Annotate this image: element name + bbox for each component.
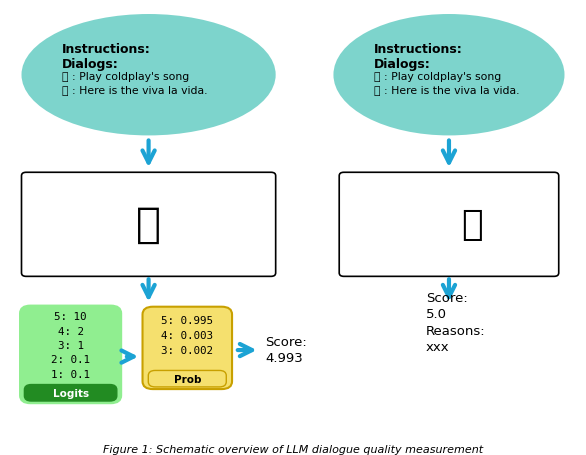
Text: Score:: Score: [426, 291, 468, 304]
Text: 🤣: 🤣 [136, 204, 161, 246]
Text: Logits: Logits [53, 388, 88, 398]
Text: xxx: xxx [426, 340, 449, 354]
Ellipse shape [22, 15, 275, 136]
Text: 🍥 : Here is the viva la vida.: 🍥 : Here is the viva la vida. [62, 85, 207, 95]
FancyBboxPatch shape [148, 371, 226, 387]
Text: Instructions:: Instructions: [374, 43, 462, 56]
Text: 3: 0.002: 3: 0.002 [161, 345, 213, 355]
Ellipse shape [333, 15, 564, 136]
Text: Score:: Score: [265, 335, 307, 348]
FancyBboxPatch shape [142, 307, 232, 389]
Text: 3: 1: 3: 1 [57, 340, 84, 350]
Text: 🤣: 🤣 [461, 208, 483, 242]
FancyBboxPatch shape [25, 384, 117, 401]
FancyBboxPatch shape [20, 306, 121, 403]
Text: Dialogs:: Dialogs: [62, 57, 119, 71]
Text: Figure 1: Schematic overview of LLM dialogue quality measurement: Figure 1: Schematic overview of LLM dial… [103, 444, 483, 454]
Text: 🔥 : Play coldplay's song: 🔥 : Play coldplay's song [62, 72, 189, 82]
FancyBboxPatch shape [339, 173, 558, 277]
Text: 2: 0.1: 2: 0.1 [51, 354, 90, 364]
Text: 4.993: 4.993 [265, 351, 303, 364]
Text: 4: 0.003: 4: 0.003 [161, 330, 213, 340]
Text: 1: 0.1: 1: 0.1 [51, 369, 90, 379]
Text: 4: 2: 4: 2 [57, 326, 84, 336]
Text: 🔥 : Play coldplay's song: 🔥 : Play coldplay's song [374, 72, 501, 82]
Text: Prob: Prob [173, 374, 201, 384]
Text: Dialogs:: Dialogs: [374, 57, 431, 71]
Text: Reasons:: Reasons: [426, 324, 485, 337]
Text: 5: 10: 5: 10 [54, 312, 87, 322]
Text: 🍥 : Here is the viva la vida.: 🍥 : Here is the viva la vida. [374, 85, 519, 95]
Text: 5: 0.995: 5: 0.995 [161, 315, 213, 325]
Text: Instructions:: Instructions: [62, 43, 151, 56]
FancyBboxPatch shape [22, 173, 275, 277]
Text: 5.0: 5.0 [426, 308, 447, 320]
